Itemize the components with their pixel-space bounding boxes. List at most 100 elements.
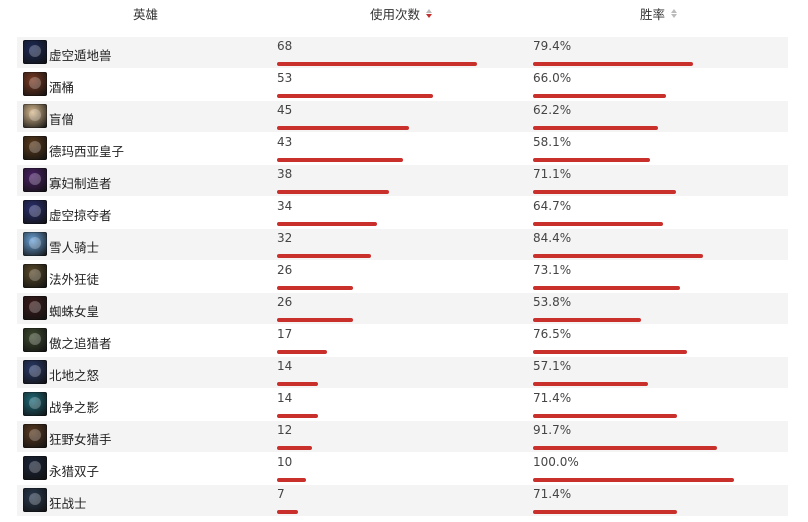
usage-count: 26 <box>277 295 293 309</box>
table-row[interactable]: 雪人骑士 32 84.4% <box>17 229 788 261</box>
hero-avatar[interactable] <box>23 456 47 480</box>
hero-name[interactable]: 北地之怒 <box>49 368 100 383</box>
table-row[interactable]: 虚空遁地兽 68 79.4% <box>17 37 788 69</box>
hero-name[interactable]: 虚空遁地兽 <box>49 48 112 63</box>
column-header-count[interactable]: 使用次数 <box>370 4 433 23</box>
win-rate: 53.8% <box>533 295 572 309</box>
hero-avatar[interactable] <box>23 136 47 160</box>
win-rate-bar <box>533 446 717 450</box>
usage-count: 68 <box>277 39 293 53</box>
win-rate-bar <box>533 286 680 290</box>
hero-avatar[interactable] <box>23 40 47 64</box>
usage-count-bar <box>277 158 403 162</box>
win-rate: 73.1% <box>533 263 572 277</box>
table-row[interactable]: 战争之影 14 71.4% <box>17 389 788 421</box>
win-rate-bar <box>533 222 663 226</box>
hero-name[interactable]: 狂野女猎手 <box>49 432 112 447</box>
win-rate: 100.0% <box>533 455 579 469</box>
usage-count: 43 <box>277 135 293 149</box>
usage-count-bar <box>277 190 389 194</box>
usage-count: 26 <box>277 263 293 277</box>
usage-count-bar <box>277 478 306 482</box>
win-rate-bar <box>533 382 648 386</box>
column-header-winrate[interactable]: 胜率 <box>640 4 678 23</box>
hero-avatar[interactable] <box>23 168 47 192</box>
hero-name[interactable]: 狂战士 <box>49 496 87 511</box>
hero-avatar[interactable] <box>23 360 47 384</box>
hero-avatar[interactable] <box>23 264 47 288</box>
win-rate-bar <box>533 158 650 162</box>
usage-count-bar <box>277 350 327 354</box>
hero-avatar[interactable] <box>23 328 47 352</box>
table-row[interactable]: 狂野女猎手 12 91.7% <box>17 421 788 453</box>
hero-avatar[interactable] <box>23 72 47 96</box>
hero-name[interactable]: 德玛西亚皇子 <box>49 144 125 159</box>
usage-count: 34 <box>277 199 293 213</box>
table-row[interactable]: 寡妇制造者 38 71.1% <box>17 165 788 197</box>
usage-count-bar <box>277 254 371 258</box>
hero-name[interactable]: 蜘蛛女皇 <box>49 304 100 319</box>
table-row[interactable]: 酒桶 53 66.0% <box>17 69 788 101</box>
table-header: 英雄 使用次数 胜率 <box>0 0 808 26</box>
win-rate: 71.4% <box>533 391 572 405</box>
usage-count-bar <box>277 222 377 226</box>
table-row[interactable]: 蜘蛛女皇 26 53.8% <box>17 293 788 325</box>
win-rate-bar <box>533 254 703 258</box>
table-row[interactable]: 傲之追猎者 17 76.5% <box>17 325 788 357</box>
hero-avatar[interactable] <box>23 200 47 224</box>
usage-count-bar <box>277 382 318 386</box>
sort-desc-icon[interactable] <box>426 9 433 18</box>
table-row[interactable]: 虚空掠夺者 34 64.7% <box>17 197 788 229</box>
hero-name[interactable]: 虚空掠夺者 <box>49 208 112 223</box>
hero-avatar[interactable] <box>23 488 47 512</box>
hero-name[interactable]: 盲僧 <box>49 112 75 127</box>
win-rate: 71.4% <box>533 487 572 501</box>
hero-name[interactable]: 雪人骑士 <box>49 240 100 255</box>
usage-count: 53 <box>277 71 293 85</box>
usage-count-bar <box>277 126 409 130</box>
hero-name[interactable]: 永猎双子 <box>49 464 100 479</box>
win-rate: 62.2% <box>533 103 572 117</box>
hero-avatar[interactable] <box>23 424 47 448</box>
usage-count-bar <box>277 318 353 322</box>
hero-name[interactable]: 法外狂徒 <box>49 272 100 287</box>
table-row[interactable]: 盲僧 45 62.2% <box>17 101 788 133</box>
win-rate: 84.4% <box>533 231 572 245</box>
hero-name[interactable]: 傲之追猎者 <box>49 336 112 351</box>
table-row[interactable]: 法外狂徒 26 73.1% <box>17 261 788 293</box>
sort-icon[interactable] <box>671 9 678 18</box>
win-rate-bar <box>533 414 677 418</box>
win-rate-bar <box>533 510 677 514</box>
table-row[interactable]: 德玛西亚皇子 43 58.1% <box>17 133 788 165</box>
hero-avatar[interactable] <box>23 104 47 128</box>
win-rate: 57.1% <box>533 359 572 373</box>
usage-count-bar <box>277 94 433 98</box>
hero-table-body: 虚空遁地兽 68 79.4% 酒桶 53 66.0% 盲僧 45 62.2% 德玛西亚皇子 43 58… <box>17 37 788 517</box>
usage-count: 17 <box>277 327 293 341</box>
table-row[interactable]: 狂战士 7 71.4% <box>17 485 788 517</box>
hero-avatar[interactable] <box>23 392 47 416</box>
hero-name[interactable]: 寡妇制造者 <box>49 176 112 191</box>
usage-count: 45 <box>277 103 293 117</box>
usage-count: 32 <box>277 231 293 245</box>
usage-count: 14 <box>277 391 293 405</box>
win-rate: 76.5% <box>533 327 572 341</box>
hero-avatar[interactable] <box>23 232 47 256</box>
column-header-winrate-label: 胜率 <box>640 7 666 22</box>
usage-count-bar <box>277 510 298 514</box>
table-row[interactable]: 永猎双子 10 100.0% <box>17 453 788 485</box>
hero-name[interactable]: 战争之影 <box>49 400 100 415</box>
hero-name[interactable]: 酒桶 <box>49 80 75 95</box>
usage-count-bar <box>277 62 477 66</box>
win-rate: 79.4% <box>533 39 572 53</box>
usage-count: 7 <box>277 487 285 501</box>
win-rate: 58.1% <box>533 135 572 149</box>
usage-count-bar <box>277 286 353 290</box>
win-rate: 64.7% <box>533 199 572 213</box>
column-header-hero[interactable]: 英雄 <box>133 4 158 23</box>
win-rate-bar <box>533 126 658 130</box>
win-rate: 91.7% <box>533 423 572 437</box>
hero-avatar[interactable] <box>23 296 47 320</box>
table-row[interactable]: 北地之怒 14 57.1% <box>17 357 788 389</box>
win-rate-bar <box>533 190 676 194</box>
